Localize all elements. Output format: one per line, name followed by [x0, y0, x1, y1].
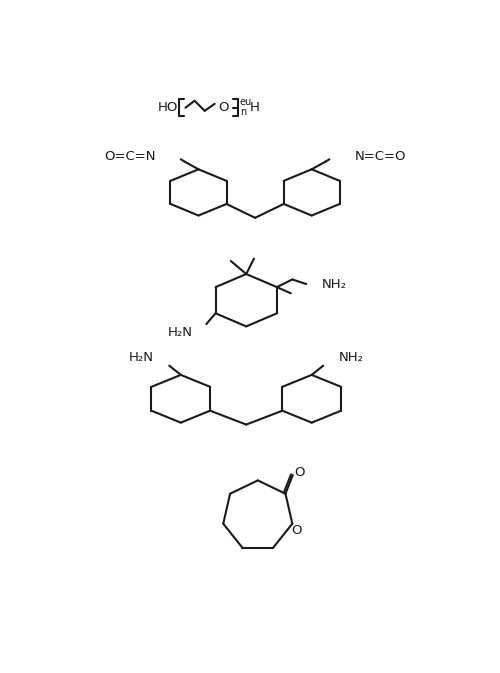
- Text: O: O: [294, 466, 305, 479]
- Text: NH₂: NH₂: [338, 351, 363, 365]
- Text: O=C=N: O=C=N: [104, 151, 156, 164]
- Text: O: O: [218, 101, 229, 114]
- Text: eu: eu: [240, 98, 252, 107]
- Text: H: H: [250, 101, 260, 114]
- Text: HO: HO: [158, 101, 178, 114]
- Text: H₂N: H₂N: [168, 326, 192, 339]
- Text: NH₂: NH₂: [322, 277, 346, 291]
- Text: H₂N: H₂N: [129, 351, 154, 365]
- Text: n: n: [240, 107, 246, 117]
- Text: O: O: [292, 524, 302, 537]
- Text: N=C=O: N=C=O: [355, 151, 406, 164]
